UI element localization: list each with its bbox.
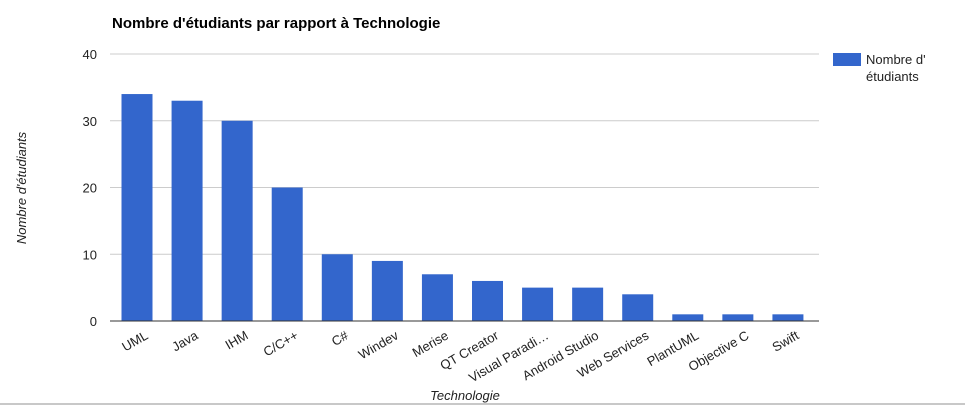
bar: [271, 187, 303, 321]
y-tick-label: 20: [83, 181, 97, 196]
x-tick-label: Swift: [770, 327, 802, 354]
legend-swatch: [833, 53, 861, 66]
legend-label: Nombre d': [866, 52, 926, 67]
y-tick-label: 40: [83, 47, 97, 62]
y-axis-ticks: 0 10 20 30 40: [83, 47, 97, 329]
bar: [772, 314, 804, 321]
x-tick-label: IHM: [222, 328, 250, 353]
x-tick-label: Windev: [356, 327, 401, 362]
y-tick-label: 0: [90, 314, 97, 329]
x-axis-label: Technologie: [430, 388, 500, 403]
bar: [321, 254, 353, 321]
bar: [221, 120, 253, 321]
gridlines: [110, 53, 819, 255]
bar: [421, 274, 453, 321]
y-tick-label: 30: [83, 114, 97, 129]
x-tick-label: Java: [169, 327, 201, 354]
y-tick-label: 10: [83, 247, 97, 262]
bar: [672, 314, 704, 321]
bars: [121, 94, 804, 321]
bar: [121, 94, 153, 321]
x-tick-label: UML: [119, 328, 150, 355]
bar: [572, 287, 604, 321]
bar: [522, 287, 554, 321]
bar: [472, 280, 503, 321]
y-axis-label: Nombre d'étudiants: [14, 131, 29, 244]
legend: Nombre d' étudiants: [833, 52, 926, 84]
bar: [371, 260, 403, 321]
bar: [171, 100, 203, 321]
bar: [622, 294, 654, 321]
x-tick-label: C/C++: [261, 328, 301, 360]
chart-title: Nombre d'étudiants par rapport à Technol…: [112, 15, 440, 32]
bar: [722, 314, 754, 321]
legend-label: étudiants: [866, 69, 919, 84]
x-tick-label: C#: [329, 327, 352, 349]
bottom-divider: [0, 403, 965, 405]
